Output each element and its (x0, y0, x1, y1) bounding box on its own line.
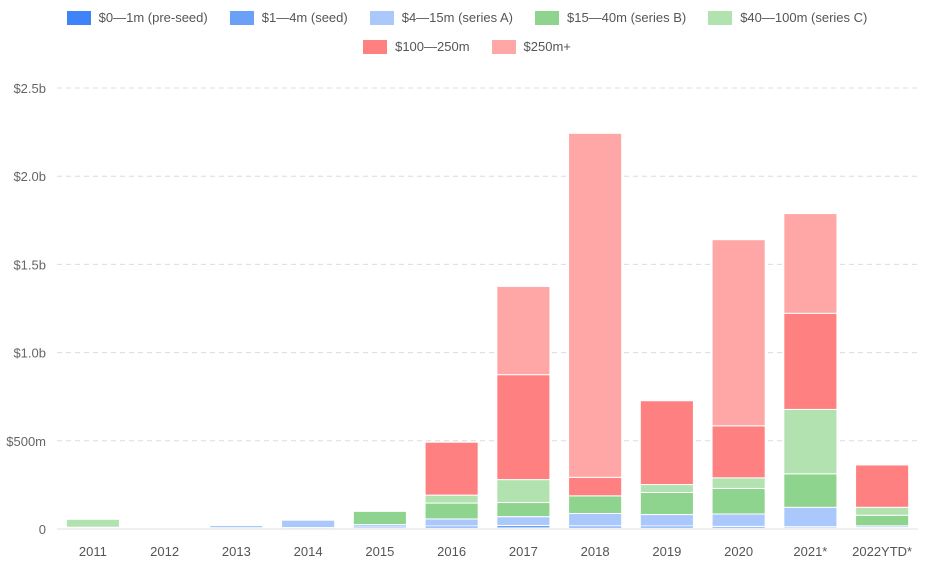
bar-segment[interactable] (855, 514, 910, 527)
legend-item-pre-seed[interactable]: $0—1m (pre-seed) (66, 10, 208, 25)
bar-segment[interactable] (568, 476, 623, 497)
bar-segment[interactable] (711, 487, 766, 515)
bar-segment[interactable] (639, 400, 694, 486)
bar-segment[interactable] (137, 526, 192, 529)
bar-segment[interactable] (496, 502, 551, 518)
legend-item-250m-plus[interactable]: $250m+ (491, 39, 571, 54)
bar-segment[interactable] (424, 441, 479, 496)
bar-segment[interactable] (855, 506, 910, 516)
legend-swatch-series-b (534, 10, 559, 25)
y-tick-label: $1.5b (13, 257, 46, 272)
x-tick-label: 2017 (509, 544, 538, 559)
bar-segment[interactable] (281, 519, 336, 529)
legend-row-2: $100—250m $250m+ (0, 39, 934, 54)
legend-swatch-seed (229, 10, 254, 25)
bar-segment[interactable] (568, 132, 623, 478)
bar-segment[interactable] (639, 484, 694, 493)
y-axis: 0 $500m $1.0b $1.5b $2.0b $2.5b (6, 81, 46, 537)
legend-item-series-b[interactable]: $15—40m (series B) (534, 10, 687, 25)
y-tick-label: $2.0b (13, 169, 46, 184)
bar-segment[interactable] (424, 494, 479, 504)
legend-label-pre-seed: $0—1m (pre-seed) (98, 10, 208, 25)
legend-item-series-a[interactable]: $4—15m (series A) (369, 10, 513, 25)
legend-swatch-250m-plus (491, 39, 516, 54)
legend-item-series-c[interactable]: $40—100m (series C) (708, 10, 867, 25)
bar-segment[interactable] (568, 495, 623, 514)
legend-swatch-100-250m (363, 39, 388, 54)
legend-row-1: $0—1m (pre-seed) $1—4m (seed) $4—15m (se… (0, 10, 934, 25)
bar-segment[interactable] (639, 491, 694, 516)
legend-swatch-series-c (708, 10, 733, 25)
x-tick-label: 2019 (652, 544, 681, 559)
bar-segment[interactable] (496, 479, 551, 504)
x-axis: 2011 2012 2013 2014 2015 2016 2017 2018 2019 2020… (57, 528, 918, 559)
bar-segment[interactable] (783, 506, 838, 528)
y-tick-label: $1.0b (13, 346, 46, 361)
bar-segment[interactable] (496, 516, 551, 526)
bar-segment[interactable] (855, 464, 910, 508)
bar-segment[interactable] (209, 524, 264, 529)
legend-item-100-250m[interactable]: $100—250m (363, 39, 470, 54)
x-tick-label: 2014 (294, 544, 323, 559)
x-tick-label: 2013 (222, 544, 251, 559)
bar-segment[interactable] (711, 239, 766, 427)
x-tick-label: 2018 (581, 544, 610, 559)
legend-label-seed: $1—4m (seed) (261, 10, 348, 25)
legend-swatch-series-a (369, 10, 394, 25)
x-tick-label: 2012 (150, 544, 179, 559)
y-tick-label: $2.5b (13, 81, 46, 96)
y-tick-label: $500m (6, 434, 46, 449)
legend-item-seed[interactable]: $1—4m (seed) (229, 10, 348, 25)
legend-swatch-pre-seed (66, 10, 91, 25)
bar-segment[interactable] (496, 374, 551, 481)
legend-label-series-a: $4—15m (series A) (401, 10, 513, 25)
legend-label-series-c: $40—100m (series C) (740, 10, 868, 25)
legend-label-series-b: $15—40m (series B) (566, 10, 687, 25)
legend-label-250m-plus: $250m+ (523, 39, 571, 54)
x-tick-label: 2011 (79, 544, 107, 559)
x-tick-label: 2022YTD* (852, 544, 912, 559)
bar-segment[interactable] (639, 514, 694, 527)
bar-segment[interactable] (783, 312, 838, 410)
bar-segment[interactable] (352, 510, 407, 526)
x-tick-label: 2015 (365, 544, 394, 559)
bar-segment[interactable] (424, 502, 479, 520)
bar-segment[interactable] (711, 513, 766, 527)
bars (65, 132, 910, 530)
x-tick-label: 2021* (793, 544, 827, 559)
bar-segment[interactable] (783, 213, 838, 314)
bar-segment[interactable] (496, 285, 551, 376)
x-tick-label: 2016 (437, 544, 466, 559)
legend-label-100-250m: $100—250m (395, 39, 470, 54)
bar-segment[interactable] (711, 425, 766, 479)
bar-segment[interactable] (568, 512, 623, 527)
bar-segment[interactable] (424, 518, 479, 527)
bar-segment[interactable] (711, 477, 766, 489)
bar-segment[interactable] (783, 473, 838, 508)
bar-segment[interactable] (65, 518, 120, 528)
x-tick-label: 2020 (724, 544, 753, 559)
bar-segment[interactable] (783, 408, 838, 475)
y-tick-label: 0 (39, 522, 46, 537)
